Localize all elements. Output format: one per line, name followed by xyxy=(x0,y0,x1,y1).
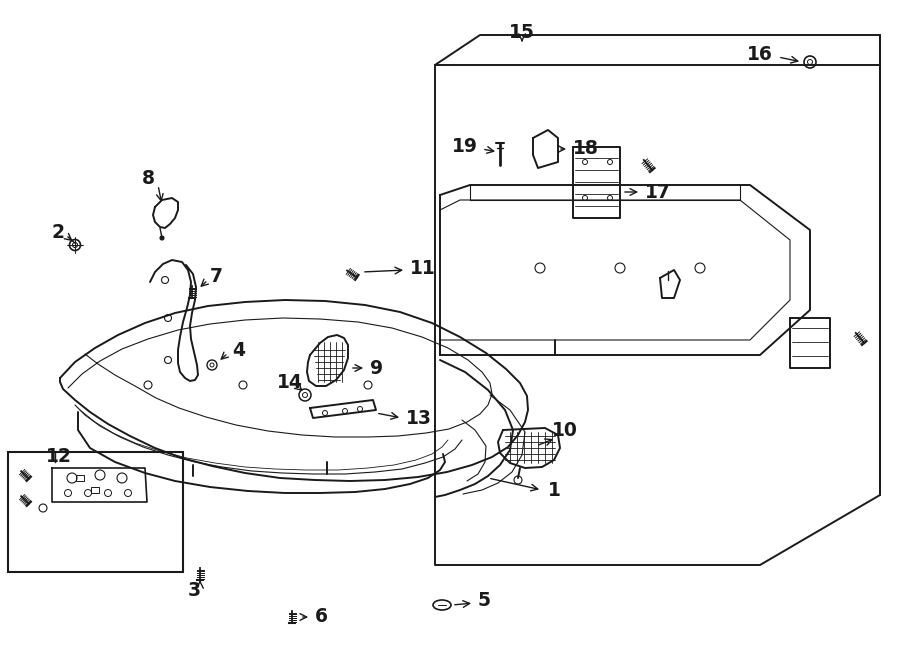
Text: 14: 14 xyxy=(277,373,303,391)
Text: 13: 13 xyxy=(406,410,432,428)
Bar xyxy=(8,452,183,572)
Text: 5: 5 xyxy=(478,592,491,611)
Text: 18: 18 xyxy=(573,139,598,159)
Text: 4: 4 xyxy=(232,340,245,360)
Text: 15: 15 xyxy=(509,22,535,42)
Circle shape xyxy=(160,236,164,240)
Text: 3: 3 xyxy=(187,580,201,600)
Text: 16: 16 xyxy=(747,44,773,63)
Text: 6: 6 xyxy=(315,607,328,627)
Text: 17: 17 xyxy=(645,182,670,202)
Bar xyxy=(76,475,84,481)
Text: 1: 1 xyxy=(548,481,561,500)
Text: 7: 7 xyxy=(210,268,223,286)
Text: 2: 2 xyxy=(51,223,65,241)
Text: 10: 10 xyxy=(552,422,578,440)
Text: 8: 8 xyxy=(141,169,155,188)
Text: 11: 11 xyxy=(410,258,436,278)
Bar xyxy=(91,487,99,493)
Text: 12: 12 xyxy=(46,447,72,467)
Text: 9: 9 xyxy=(370,358,383,377)
Text: 19: 19 xyxy=(452,137,478,157)
